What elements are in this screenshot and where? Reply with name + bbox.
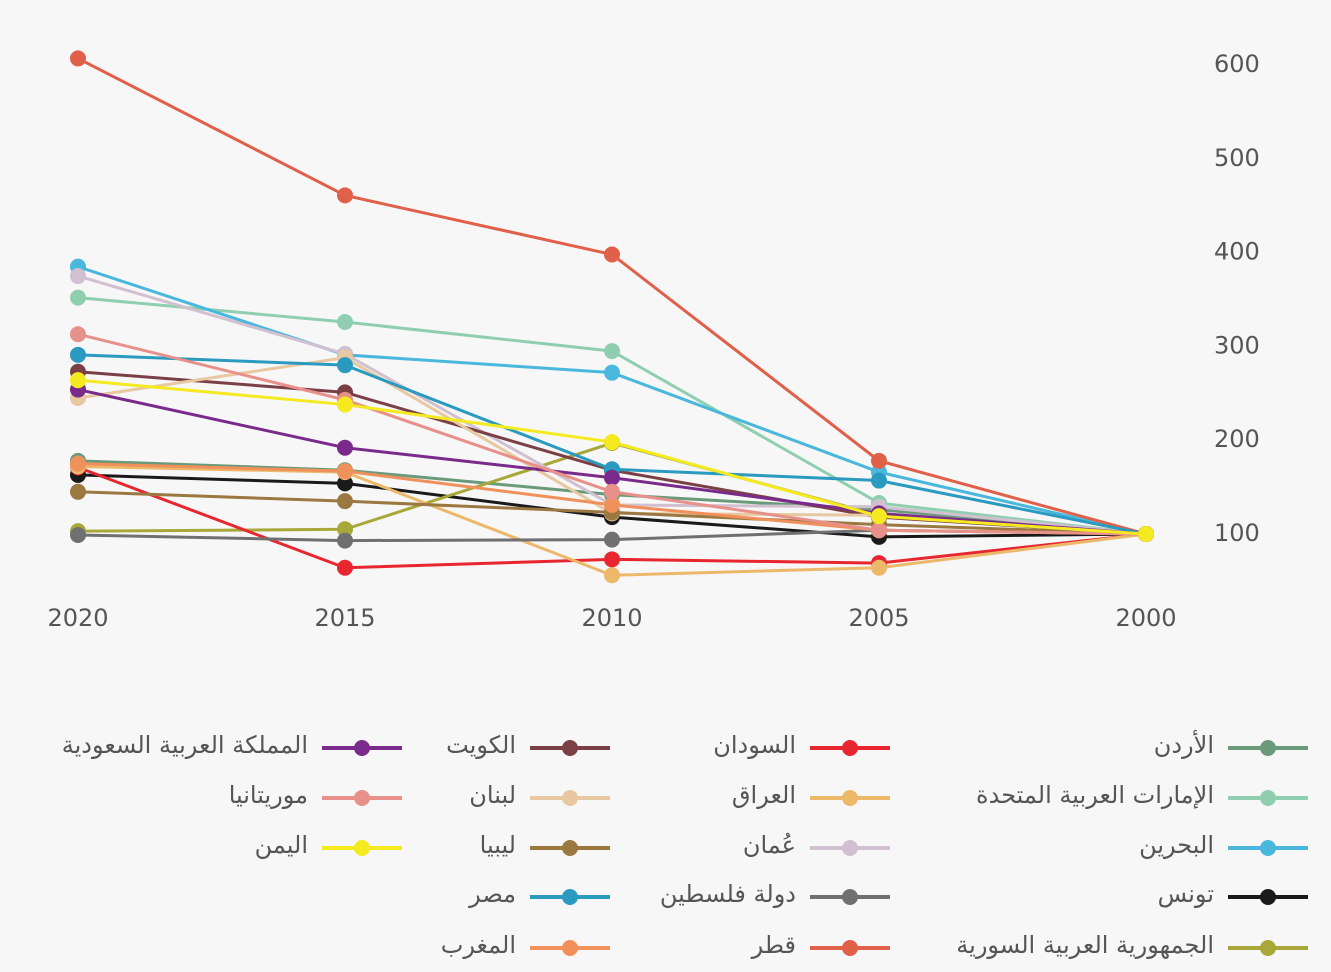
data-point (604, 567, 620, 584)
legend-label: اليمن (255, 831, 308, 859)
legend-marker (354, 740, 370, 756)
legend-label: لبنان (469, 781, 516, 809)
legend-label: قطر (751, 931, 796, 959)
legend-marker (1260, 740, 1276, 756)
data-point (871, 559, 887, 576)
data-point (70, 268, 86, 285)
data-point (604, 343, 620, 360)
legend-label: المغرب (441, 931, 516, 959)
data-point (337, 532, 353, 549)
y-tick-label: 200 (1214, 425, 1260, 453)
data-point (337, 559, 353, 576)
data-point (604, 364, 620, 381)
legend-label: الجمهورية العربية السورية (956, 931, 1214, 959)
legend-marker (562, 889, 578, 905)
legend-marker (562, 940, 578, 956)
legend-label: عُمان (743, 831, 796, 859)
legend-marker (1260, 790, 1276, 806)
data-point (337, 475, 353, 492)
data-point (337, 463, 353, 480)
legend-label: الكويت (446, 731, 516, 759)
x-tick-label: 2020 (47, 604, 108, 632)
x-tick-label: 2000 (1115, 604, 1176, 632)
data-point (604, 246, 620, 263)
legend-marker (842, 889, 858, 905)
legend-marker (842, 940, 858, 956)
legend-marker (1260, 940, 1276, 956)
data-point (604, 551, 620, 568)
data-point (337, 357, 353, 374)
legend-marker (562, 840, 578, 856)
legend-marker (562, 790, 578, 806)
data-point (70, 50, 86, 67)
legend-marker (354, 790, 370, 806)
data-point (337, 396, 353, 413)
data-point (70, 372, 86, 389)
y-tick-label: 600 (1214, 50, 1260, 78)
data-point (871, 522, 887, 539)
data-point (604, 496, 620, 513)
x-tick-label: 2005 (848, 604, 909, 632)
legend-marker (842, 740, 858, 756)
data-point (70, 346, 86, 363)
x-tick-label: 2015 (314, 604, 375, 632)
data-point (604, 434, 620, 451)
legend-marker (842, 840, 858, 856)
data-point (337, 521, 353, 538)
data-point (337, 439, 353, 456)
data-point (70, 289, 86, 306)
data-point (337, 314, 353, 331)
data-point (70, 455, 86, 472)
legend-label: الإمارات العربية المتحدة (976, 781, 1214, 809)
data-point (337, 493, 353, 510)
legend-marker (1260, 840, 1276, 856)
legend-label: مصر (468, 880, 516, 908)
data-point (604, 469, 620, 486)
data-point (70, 483, 86, 500)
legend-label: السودان (713, 731, 796, 759)
y-tick-label: 400 (1214, 238, 1260, 266)
legend-label: العراق (732, 781, 796, 809)
data-point (70, 326, 86, 343)
data-point (871, 452, 887, 469)
legend-label: ليبيا (480, 831, 516, 859)
data-point (337, 187, 353, 204)
y-tick-label: 500 (1214, 144, 1260, 172)
x-tick-label: 2010 (581, 604, 642, 632)
legend-marker (1260, 889, 1276, 905)
y-tick-label: 300 (1214, 331, 1260, 359)
data-point (871, 472, 887, 489)
data-point (871, 508, 887, 525)
legend-label: الأردن (1154, 730, 1214, 759)
legend-label: المملكة العربية السعودية (62, 731, 308, 759)
data-point (1138, 526, 1154, 542)
legend-label: البحرين (1139, 831, 1214, 859)
legend-marker (842, 790, 858, 806)
y-tick-label: 100 (1214, 519, 1260, 547)
data-point (70, 526, 86, 543)
data-point (604, 531, 620, 548)
legend-label: تونس (1158, 880, 1214, 908)
legend-marker (354, 840, 370, 856)
legend-marker (562, 740, 578, 756)
legend-label: موريتانيا (229, 781, 308, 809)
data-point (604, 483, 620, 500)
legend-label: دولة فلسطين (660, 880, 796, 908)
